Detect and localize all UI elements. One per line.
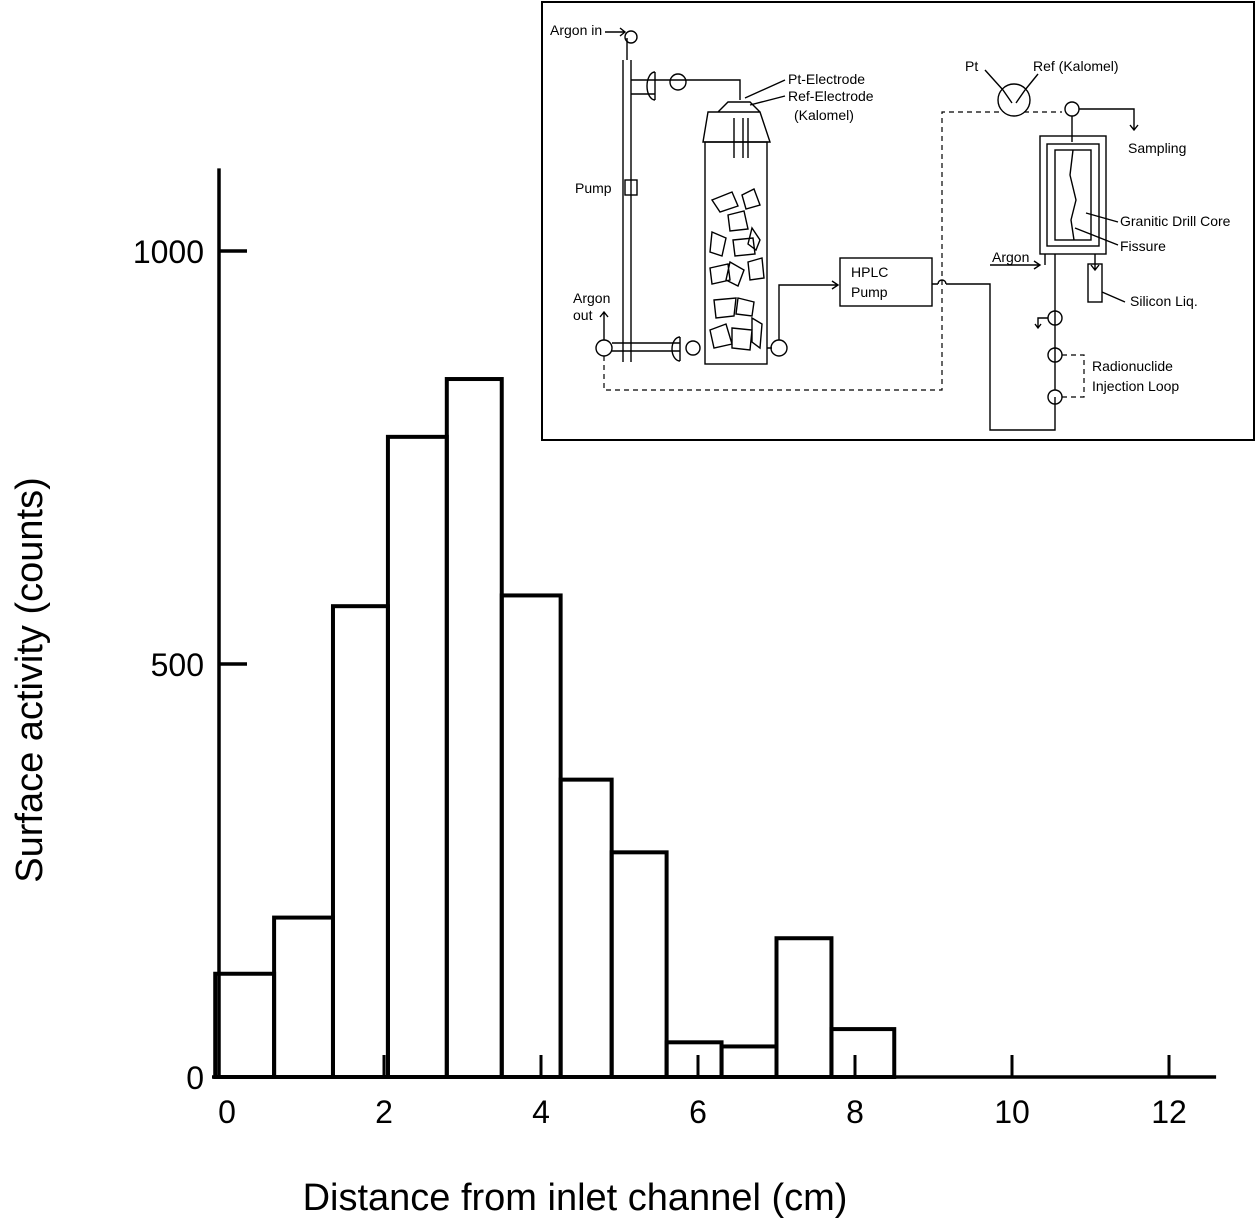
label-ref-electrode: Ref-Electrode — [788, 88, 874, 104]
x-tick-label: 4 — [532, 1094, 550, 1130]
histogram-bar — [444, 377, 504, 1079]
label-argon-out-1: Argon — [573, 290, 610, 306]
top-connection — [631, 79, 741, 100]
argon-in-valve-icon — [624, 30, 638, 44]
inset-frame — [541, 1, 1255, 441]
leader-lines — [744, 79, 1126, 303]
label-argon: Argon — [992, 249, 1029, 265]
label-pump: Pump — [575, 180, 612, 196]
histogram-bar — [272, 915, 335, 1079]
label-radionuclide: Radionuclide — [1092, 358, 1173, 374]
x-tick-label: 2 — [375, 1094, 393, 1130]
histogram-bar — [664, 1040, 724, 1079]
label-pt-electrode: Pt-Electrode — [788, 71, 865, 87]
histogram-bar — [609, 850, 669, 1079]
rock-fragments — [709, 188, 765, 351]
histogram-bar — [719, 1044, 779, 1079]
x-axis-title: Distance from inlet channel (cm) — [303, 1177, 848, 1219]
sampling-line — [1071, 108, 1139, 142]
x-ticks: 0 2 4 6 8 10 12 — [218, 1055, 1187, 1130]
label-hplc-1: HPLC — [851, 264, 888, 280]
argon-inlet — [990, 254, 1046, 270]
label-argon-out-2: out — [573, 307, 593, 323]
label-silicon-liq: Silicon Liq. — [1130, 293, 1198, 309]
x-tick-label: 10 — [994, 1094, 1030, 1130]
label-granitic-drill-core: Granitic Drill Core — [1120, 213, 1231, 229]
apparatus-inset-diagram: Argon in Pt-Electrode Ref-Electrode (Kal… — [541, 1, 1255, 441]
core-holder-outer — [1039, 135, 1107, 255]
label-injection-loop: Injection Loop — [1092, 378, 1179, 394]
bottom-valve-icon — [685, 340, 701, 356]
y-axis-title: Surface activity (counts) — [9, 477, 51, 882]
top-valve-icon — [669, 73, 687, 91]
argon-in-arrow — [605, 27, 627, 37]
histogram-bar — [330, 604, 390, 1079]
histogram-bar — [385, 434, 449, 1080]
signal-line — [603, 111, 1062, 391]
injection-loop — [1062, 354, 1085, 398]
x-tick-label: 0 — [218, 1094, 236, 1130]
hplc-out-line — [932, 283, 1056, 431]
line-to-hplc — [778, 280, 840, 340]
x-tick-label: 6 — [689, 1094, 707, 1130]
x-tick-label: 8 — [846, 1094, 864, 1130]
histogram-bar — [558, 777, 614, 1079]
label-sampling: Sampling — [1128, 140, 1186, 156]
drain-arrow — [1034, 317, 1048, 330]
pump-icon — [624, 179, 638, 196]
y-tick-label: 0 — [186, 1060, 204, 1096]
reaction-column — [704, 141, 768, 365]
histogram-bar — [213, 971, 277, 1079]
core-holder-inner — [1046, 143, 1100, 247]
line-crossing — [937, 279, 947, 285]
argon-out-arrow — [599, 310, 609, 340]
hplc-pump-box — [839, 257, 933, 307]
histogram-bar — [774, 936, 834, 1079]
bottom-coupling-icon — [671, 336, 681, 362]
electrode-sensor-icon — [997, 83, 1031, 117]
silicon-line — [1090, 254, 1100, 272]
label-fissure: Fissure — [1120, 238, 1166, 254]
histogram-bars — [213, 377, 897, 1080]
y-ticks: 0 500 1000 — [133, 234, 247, 1096]
label-kalomel-1: (Kalomel) — [794, 107, 854, 123]
top-coupling-icon — [646, 71, 656, 101]
histogram-bar — [829, 1027, 897, 1080]
plot-area: 0 500 1000 0 2 4 6 8 10 12 — [133, 168, 1217, 1130]
label-argon-in: Argon in — [550, 22, 602, 38]
label-pt: Pt — [965, 58, 978, 74]
y-tick-label: 1000 — [133, 234, 204, 270]
histogram-bar — [499, 593, 563, 1080]
electrodes — [733, 118, 749, 158]
label-hplc-2: Pump — [851, 284, 888, 300]
x-tick-label: 12 — [1151, 1094, 1187, 1130]
label-ref-kalomel: Ref (Kalomel) — [1033, 58, 1119, 74]
y-tick-label: 500 — [151, 647, 204, 683]
sensor-leads — [984, 69, 1039, 104]
fissure-line — [1069, 149, 1077, 241]
